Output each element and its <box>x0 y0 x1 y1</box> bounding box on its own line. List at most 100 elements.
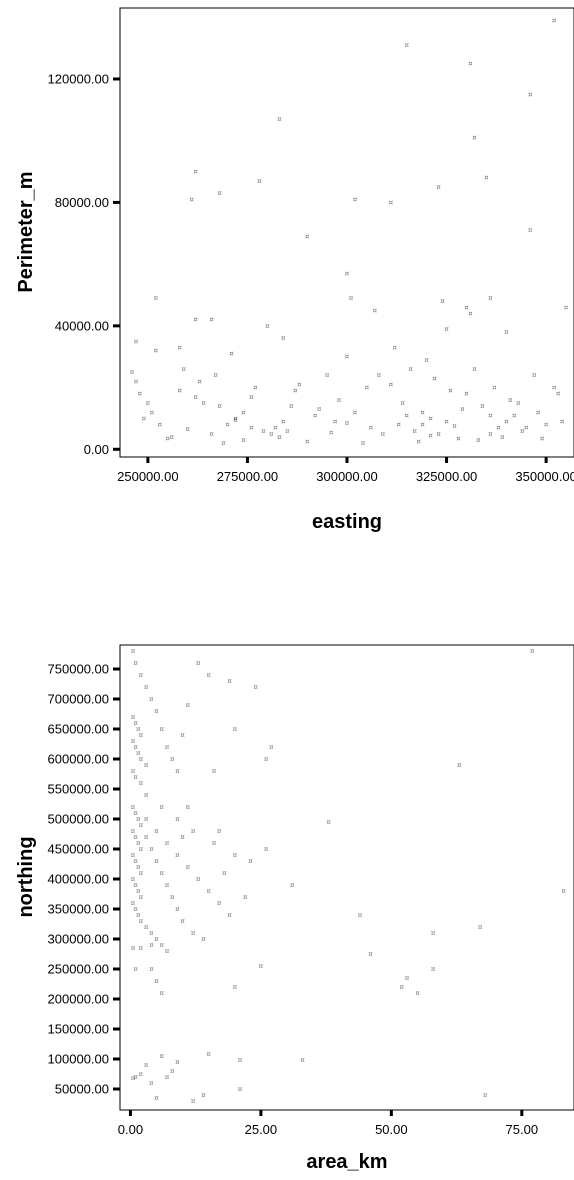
scatter-point: ¤ <box>175 1059 180 1067</box>
scatter-point: ¤ <box>472 134 477 142</box>
scatter-point: ¤ <box>206 1051 211 1059</box>
scatter-points: ¤¤¤¤¤¤¤¤¤¤¤¤¤¤¤¤¤¤¤¤¤¤¤¤¤¤¤¤¤¤¤¤¤¤¤¤¤¤¤¤… <box>131 648 567 1106</box>
scatter-point: ¤ <box>175 906 180 914</box>
scatter-point: ¤ <box>222 870 227 878</box>
scatter-point: ¤ <box>431 930 436 938</box>
scatter-point: ¤ <box>257 177 262 185</box>
scatter-point: ¤ <box>480 403 485 411</box>
scatter-point: ¤ <box>131 714 136 722</box>
y-axis-title: Perimeter_m <box>15 171 37 292</box>
scatter-point: ¤ <box>552 17 557 25</box>
y-tick-label: 700000.00 <box>48 692 109 707</box>
scatter-point: ¤ <box>273 424 278 432</box>
x-tick-label: 75.00 <box>506 1122 539 1137</box>
y-tick-label: 450000.00 <box>48 842 109 857</box>
x-axis-ticks: 0.00 25.00 50.00 75.00 <box>118 1110 538 1137</box>
scatter-point: ¤ <box>464 390 469 398</box>
scatter-point: ¤ <box>488 412 493 420</box>
scatter-point: ¤ <box>209 316 214 324</box>
scatter-point: ¤ <box>136 726 141 734</box>
scatter-point: ¤ <box>452 423 457 431</box>
northing-vs-area-chart: 0.00 25.00 50.00 75.00 50000.00 100000.00 150… <box>15 644 574 1173</box>
scatter-point: ¤ <box>149 846 154 854</box>
scatter-point: ¤ <box>528 91 533 99</box>
scatter-point: ¤ <box>424 356 429 364</box>
y-tick-label: 750000.00 <box>48 662 109 677</box>
scatter-point: ¤ <box>150 409 155 417</box>
scatter-point: ¤ <box>206 672 211 680</box>
x-tick-label: 50.00 <box>375 1122 408 1137</box>
scatter-point: ¤ <box>345 353 350 361</box>
scatter-point: ¤ <box>468 60 473 68</box>
scatter-point: ¤ <box>191 828 196 836</box>
y-tick-label: 150000.00 <box>48 1022 109 1037</box>
scatter-point: ¤ <box>440 298 445 306</box>
scatter-point: ¤ <box>317 406 322 414</box>
x-tick-label: 275000.00 <box>217 469 278 484</box>
scatter-point: ¤ <box>191 930 196 938</box>
scatter-point: ¤ <box>345 270 350 278</box>
scatter-point: ¤ <box>269 430 274 438</box>
y-tick-label: 500000.00 <box>48 812 109 827</box>
scatter-point: ¤ <box>225 421 230 429</box>
scatter-point: ¤ <box>358 912 363 920</box>
scatter-point: ¤ <box>136 840 141 848</box>
y-tick-label: 100000.00 <box>48 1052 109 1067</box>
scatter-point: ¤ <box>484 174 489 182</box>
scatter-point: ¤ <box>297 381 302 389</box>
scatter-point: ¤ <box>131 648 136 656</box>
y-tick-label: 0.00 <box>84 442 109 457</box>
scatter-point: ¤ <box>134 338 139 346</box>
perimeter-vs-easting-chart: 250000.00 275000.00 300000.00 325000.00 3500… <box>15 7 574 533</box>
scatter-point: ¤ <box>327 819 332 827</box>
x-tick-label: 250000.00 <box>117 469 178 484</box>
scatter-point: ¤ <box>233 415 238 423</box>
scatter-point: ¤ <box>131 768 136 776</box>
scatter-point: ¤ <box>139 870 144 878</box>
scatter-point: ¤ <box>389 381 394 389</box>
scatter-point: ¤ <box>564 304 569 312</box>
scatter-point: ¤ <box>133 1074 138 1082</box>
scatter-point: ¤ <box>415 990 420 998</box>
scatter-point: ¤ <box>131 1075 136 1083</box>
scatter-point: ¤ <box>180 834 185 842</box>
scatter-point: ¤ <box>139 672 144 680</box>
scatter-point: ¤ <box>281 335 286 343</box>
scatter-point: ¤ <box>488 295 493 303</box>
scatter-point: ¤ <box>405 42 410 50</box>
scatter-point: ¤ <box>133 966 138 974</box>
scatter-point: ¤ <box>175 768 180 776</box>
scatter-point: ¤ <box>381 430 386 438</box>
scatter-point: ¤ <box>528 227 533 235</box>
scatter-point: ¤ <box>405 412 410 420</box>
scatter-point: ¤ <box>420 409 425 417</box>
scatter-point: ¤ <box>416 438 421 446</box>
scatter-point: ¤ <box>217 900 222 908</box>
scatter-point: ¤ <box>504 329 509 337</box>
x-tick-label: 25.00 <box>245 1122 278 1137</box>
scatter-point: ¤ <box>144 762 149 770</box>
scatter-point: ¤ <box>139 918 144 926</box>
scatter-point: ¤ <box>160 942 165 950</box>
scatter-point: ¤ <box>233 852 238 860</box>
scatter-point: ¤ <box>269 744 274 752</box>
scatter-point: ¤ <box>139 756 144 764</box>
scatter-point: ¤ <box>201 1092 206 1100</box>
scatter-point: ¤ <box>393 344 398 352</box>
scatter-point: ¤ <box>325 372 330 380</box>
y-tick-label: 40000.00 <box>55 318 109 333</box>
scatter-point: ¤ <box>180 732 185 740</box>
scatter-point: ¤ <box>221 440 226 448</box>
y-tick-label: 80000.00 <box>55 195 109 210</box>
scatter-point: ¤ <box>144 834 149 842</box>
scatter-point: ¤ <box>149 966 154 974</box>
scatter-point: ¤ <box>139 822 144 830</box>
scatter-point: ¤ <box>265 322 270 330</box>
scatter-point: ¤ <box>217 403 222 411</box>
scatter-point: ¤ <box>249 393 254 401</box>
scatter-point: ¤ <box>552 384 557 392</box>
scatter-point: ¤ <box>353 409 358 417</box>
scatter-point: ¤ <box>420 421 425 429</box>
scatter-point: ¤ <box>289 403 294 411</box>
scatter-points: ¤¤¤¤¤¤¤¤¤¤¤¤¤¤¤¤¤¤¤¤¤¤¤¤¤¤¤¤¤¤¤¤¤¤¤¤¤¤¤¤… <box>130 17 569 448</box>
